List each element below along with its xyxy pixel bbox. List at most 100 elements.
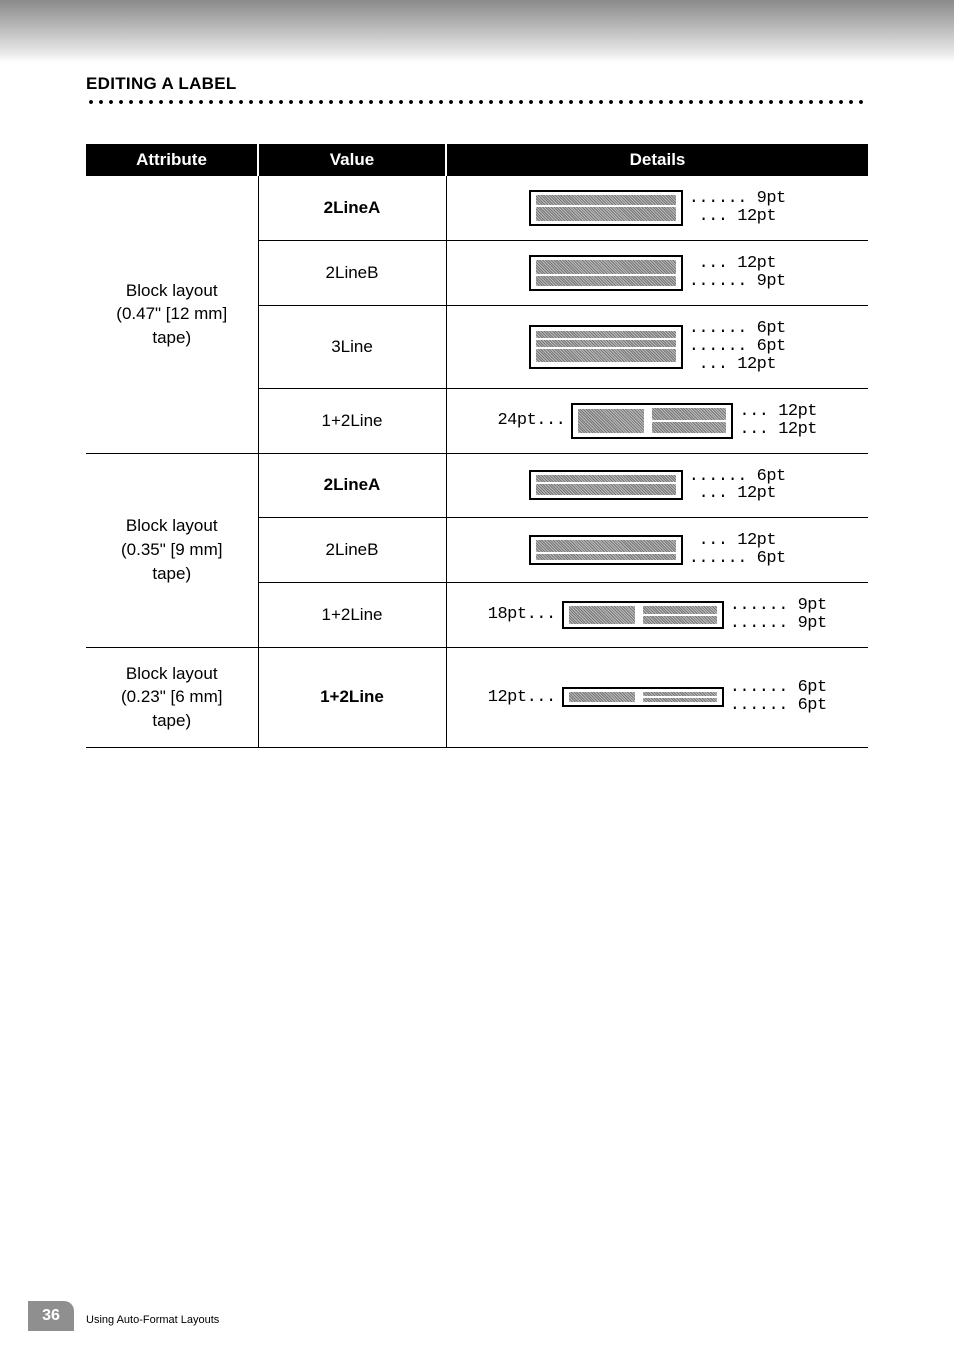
diagram-right-labels: ... 12pt...... 9pt	[689, 255, 786, 291]
value-cell: 1+2Line	[258, 388, 446, 453]
pt-label: ...... 9pt	[730, 597, 827, 615]
diagram-right-labels: ...... 6pt...... 6pt	[730, 679, 827, 715]
pt-label: ...... 6pt	[689, 550, 786, 568]
diagram-left-label: 18pt...	[488, 605, 556, 624]
page-content: EDITING A LABEL Attribute Value Details …	[0, 62, 954, 748]
layout-diagram: 24pt... ... 12pt... 12pt	[455, 403, 861, 439]
text-bar	[643, 692, 717, 696]
layout-diagram: ...... 6pt...... 6pt... 12pt	[455, 320, 861, 374]
details-cell: ...... 6pt... 12pt	[446, 453, 868, 518]
diagram-left-label: 24pt...	[497, 411, 565, 430]
label-preview-box	[562, 601, 724, 629]
details-cell: ... 12pt...... 9pt	[446, 241, 868, 306]
label-column	[643, 606, 717, 624]
label-column	[536, 475, 676, 495]
layout-diagram: 12pt... ...... 6pt...... 6pt	[455, 679, 861, 715]
layout-diagram: ...... 6pt... 12pt	[455, 468, 861, 504]
col-header-attribute: Attribute	[86, 144, 258, 176]
label-preview-box	[529, 535, 683, 565]
page-number-tab: 36	[28, 1301, 74, 1331]
table-row: Block layout(0.47" [12 mm]tape)2LineA...…	[86, 176, 868, 241]
value-cell: 3Line	[258, 306, 446, 389]
pt-label: ...... 6pt	[689, 338, 786, 356]
label-column	[578, 408, 644, 434]
details-cell: ... 12pt...... 6pt	[446, 518, 868, 583]
label-column	[652, 408, 726, 434]
text-bar	[536, 349, 676, 362]
pt-label: ... 12pt	[739, 421, 817, 439]
text-bar	[643, 616, 717, 624]
pt-label: ... 12pt	[689, 356, 786, 374]
value-cell: 2LineB	[258, 518, 446, 583]
layout-diagram: ...... 9pt... 12pt	[455, 190, 861, 226]
layout-diagram: 18pt... ...... 9pt...... 9pt	[455, 597, 861, 633]
label-column	[536, 540, 676, 560]
pt-label: ...... 6pt	[730, 697, 827, 715]
details-cell: ...... 9pt... 12pt	[446, 176, 868, 241]
value-cell: 2LineA	[258, 176, 446, 241]
layout-diagram: ... 12pt...... 6pt	[455, 532, 861, 568]
label-column	[536, 260, 676, 286]
details-cell: 24pt... ... 12pt... 12pt	[446, 388, 868, 453]
diagram-right-labels: ...... 9pt... 12pt	[689, 190, 786, 226]
text-bar	[536, 554, 676, 560]
label-column	[536, 195, 676, 221]
label-preview-box	[571, 403, 733, 439]
label-column	[643, 692, 717, 702]
text-bar	[536, 475, 676, 481]
diagram-right-labels: ... 12pt... 12pt	[739, 403, 817, 439]
pt-label: ... 12pt	[689, 208, 786, 226]
text-bar	[536, 340, 676, 347]
text-bar	[536, 207, 676, 221]
value-cell: 2LineA	[258, 453, 446, 518]
pt-label: ...... 6pt	[689, 468, 786, 486]
text-bar	[643, 698, 717, 702]
text-bar	[569, 606, 635, 624]
header-gradient-band	[0, 0, 954, 62]
pt-label: ... 12pt	[689, 255, 786, 273]
text-bar	[643, 606, 717, 614]
label-preview-box	[529, 190, 683, 226]
pt-label: ... 12pt	[689, 485, 786, 503]
attribute-cell: Block layout(0.47" [12 mm]tape)	[86, 176, 258, 453]
label-preview-box	[529, 325, 683, 369]
col-header-value: Value	[258, 144, 446, 176]
pt-label: ...... 6pt	[730, 679, 827, 697]
pt-label: ...... 9pt	[689, 190, 786, 208]
table-row: Block layout(0.35" [9 mm]tape)2LineA....…	[86, 453, 868, 518]
attribute-cell: Block layout(0.23" [6 mm]tape)	[86, 647, 258, 747]
diagram-right-labels: ...... 6pt...... 6pt... 12pt	[689, 320, 786, 374]
details-cell: 18pt... ...... 9pt...... 9pt	[446, 582, 868, 647]
table-row: Block layout(0.23" [6 mm]tape)1+2Line12p…	[86, 647, 868, 747]
label-preview-box	[529, 470, 683, 500]
footer-text: Using Auto-Format Layouts	[86, 1314, 219, 1326]
text-bar	[536, 260, 676, 274]
label-column	[536, 330, 676, 364]
diagram-left-label: 12pt...	[488, 688, 556, 707]
text-bar	[652, 422, 726, 433]
value-cell: 1+2Line	[258, 582, 446, 647]
text-bar	[536, 540, 676, 552]
details-cell: ...... 6pt...... 6pt... 12pt	[446, 306, 868, 389]
text-bar	[578, 409, 644, 433]
section-title: EDITING A LABEL	[86, 74, 868, 94]
dotted-rule	[86, 100, 868, 104]
text-bar	[536, 331, 676, 338]
col-header-details: Details	[446, 144, 868, 176]
label-column	[569, 692, 635, 702]
diagram-right-labels: ... 12pt...... 6pt	[689, 532, 786, 568]
label-preview-box	[529, 255, 683, 291]
text-bar	[652, 408, 726, 420]
label-preview-box	[562, 687, 724, 707]
pt-label: ... 12pt	[739, 403, 817, 421]
layout-diagram: ... 12pt...... 9pt	[455, 255, 861, 291]
label-column	[569, 606, 635, 624]
text-bar	[536, 484, 676, 496]
pt-label: ...... 9pt	[730, 615, 827, 633]
pt-label: ... 12pt	[689, 532, 786, 550]
pt-label: ...... 9pt	[689, 273, 786, 291]
details-cell: 12pt... ...... 6pt...... 6pt	[446, 647, 868, 747]
pt-label: ...... 6pt	[689, 320, 786, 338]
attribute-cell: Block layout(0.35" [9 mm]tape)	[86, 453, 258, 647]
diagram-right-labels: ...... 9pt...... 9pt	[730, 597, 827, 633]
